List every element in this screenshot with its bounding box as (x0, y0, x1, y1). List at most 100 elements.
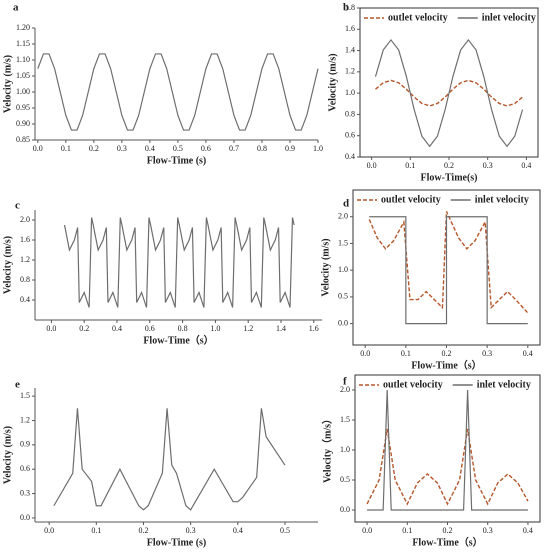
panel-label: b (343, 2, 349, 14)
x-tick-label: 0.4 (112, 324, 122, 333)
data-line (368, 211, 529, 314)
x-tick-label: 0.5 (280, 526, 290, 535)
x-tick-label: 0.0 (33, 144, 43, 153)
y-tick-label: 1.2 (20, 255, 30, 264)
y-tick-label: 1.2 (20, 415, 30, 424)
y-tick-label: 1.0 (345, 88, 355, 97)
legend-label: inlet velocity (477, 379, 531, 390)
y-tick-label: 0.6 (20, 464, 30, 473)
x-tick-label: 1.4 (276, 324, 286, 333)
x-tick-label: 0.2 (444, 161, 454, 170)
x-tick-label: 0.0 (367, 161, 377, 170)
x-tick-label: 0.6 (145, 324, 155, 333)
y-tick-label: 1.15 (16, 39, 30, 48)
x-axis-label: Flow-Time（s） (143, 333, 213, 346)
y-tick-label: 0.8 (20, 275, 30, 284)
x-tick-label: 0.3 (483, 161, 493, 170)
x-tick-label: 0.0 (46, 324, 56, 333)
legend-label: outlet velocity (383, 379, 443, 390)
x-tick-label: 0.2 (79, 324, 89, 333)
y-tick-label: 0.0 (340, 505, 350, 514)
y-tick-label: 0.8 (345, 109, 355, 118)
y-tick-label: 2.0 (340, 385, 350, 394)
data-line (369, 216, 528, 325)
y-axis-label: Velocity (m/s) (320, 238, 331, 296)
legend-label: outlet velocity (381, 194, 441, 205)
y-axis-label: Velocity (m/s) (2, 236, 13, 294)
y-tick-label: 0.9 (20, 440, 30, 449)
x-tick-label: 0.3 (117, 144, 127, 153)
x-tick-label: 0.0 (360, 349, 370, 358)
x-tick-label: 0.8 (178, 324, 188, 333)
data-line (374, 38, 524, 148)
y-tick-label: 1.6 (20, 235, 30, 244)
panel-label: f (343, 376, 347, 388)
x-axis-label: Flow-Time (s) (147, 537, 207, 548)
x-axis-label: Flow-Time(s) (420, 172, 477, 183)
y-tick-label: 1.8 (345, 3, 355, 12)
y-tick-label: 1.5 (20, 391, 30, 400)
x-tick-label: 0.3 (482, 349, 492, 358)
x-tick-label: 0.4 (145, 144, 155, 153)
x-tick-label: 0.4 (233, 526, 243, 535)
y-axis-label: Velocity (m/s) (327, 53, 338, 111)
x-tick-label: 0.1 (401, 349, 411, 358)
y-tick-label: 1.00 (16, 87, 30, 96)
x-tick-label: 0.3 (483, 526, 493, 535)
x-tick-label: 0.2 (443, 526, 453, 535)
y-tick-label: 1.5 (340, 415, 350, 424)
x-axis-label: Flow-Time（s） (411, 358, 481, 371)
y-tick-label: 2.0 (338, 212, 348, 221)
y-tick-label: 0.4 (20, 295, 30, 304)
x-tick-label: 0.7 (229, 144, 239, 153)
y-tick-label: 2.0 (20, 215, 30, 224)
y-tick-label: 0.5 (338, 292, 348, 301)
y-axis-label: Velocity (m/s) (2, 55, 13, 113)
y-tick-label: 0.0 (338, 318, 348, 327)
y-axis-label: Velocity (m/s) (2, 426, 13, 484)
data-line (53, 408, 286, 511)
y-tick-label: 0.6 (345, 131, 355, 140)
y-tick-label: 1.0 (338, 265, 348, 274)
x-tick-label: 1.0 (313, 144, 323, 153)
plot-frame (354, 374, 541, 523)
plot-frame (359, 7, 539, 158)
x-tick-label: 0.1 (405, 161, 415, 170)
y-tick-label: 1.20 (16, 23, 30, 32)
y-tick-label: 1.0 (340, 445, 350, 454)
panel-label: d (343, 198, 349, 210)
x-tick-label: 1.2 (243, 324, 253, 333)
y-tick-label: 1.2 (345, 67, 355, 76)
x-tick-label: 0.0 (362, 526, 372, 535)
legend-label: outlet velocity (388, 12, 448, 23)
x-tick-label: 0.6 (201, 144, 211, 153)
x-tick-label: 0.5 (173, 144, 183, 153)
x-tick-label: 0.4 (523, 526, 533, 535)
x-tick-label: 0.8 (257, 144, 267, 153)
x-tick-label: 0.1 (61, 144, 71, 153)
y-tick-label: 0.90 (16, 119, 30, 128)
data-line (63, 217, 295, 308)
panel-label: a (13, 2, 19, 14)
y-tick-label: 0.5 (340, 475, 350, 484)
y-axis-label: Velocity（m/s） (320, 414, 333, 483)
x-axis-label: Flow-Time (s) (147, 155, 207, 166)
y-tick-label: 0.4 (345, 152, 355, 161)
x-tick-label: 0.2 (89, 144, 99, 153)
x-tick-label: 0.4 (521, 161, 531, 170)
y-tick-label: 1.4 (345, 45, 355, 54)
data-line (367, 389, 528, 511)
data-line (375, 79, 523, 107)
y-tick-label: 0.95 (16, 103, 30, 112)
x-tick-label: 0.9 (285, 144, 295, 153)
y-tick-label: 0.3 (20, 488, 30, 497)
y-tick-label: 0.85 (16, 135, 30, 144)
x-tick-label: 0.1 (402, 526, 412, 535)
x-tick-label: 0.2 (138, 526, 148, 535)
x-tick-label: 0.4 (523, 349, 533, 358)
y-tick-label: 1.10 (16, 55, 30, 64)
y-tick-label: 0.0 (20, 513, 30, 522)
x-tick-label: 0.0 (44, 526, 54, 535)
